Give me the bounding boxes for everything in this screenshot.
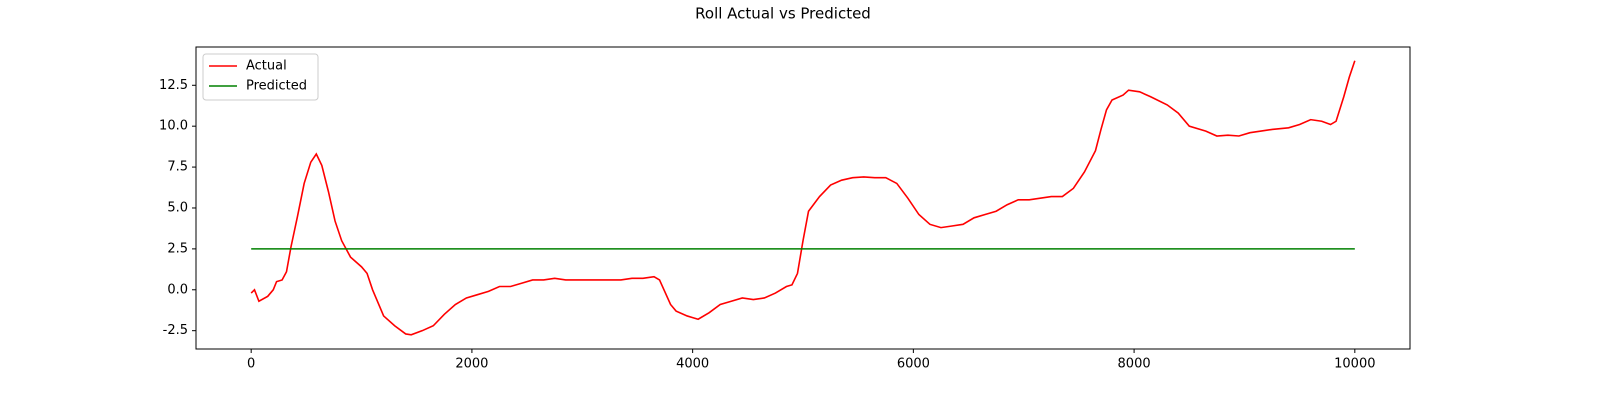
x-tick-label: 10000 — [1334, 357, 1375, 372]
chart-title: Roll Actual vs Predicted — [695, 5, 871, 23]
series-line — [250, 60, 1356, 336]
y-tick-label: 10.0 — [159, 119, 188, 134]
x-tick-label: 8000 — [1118, 357, 1151, 372]
y-tick-label: 7.5 — [167, 160, 188, 175]
x-tick-label: 4000 — [676, 357, 709, 372]
y-tick-label: 5.0 — [167, 200, 188, 215]
y-tick-label: -2.5 — [163, 323, 188, 338]
x-tick-label: 0 — [247, 357, 255, 372]
y-tick-label: 12.5 — [159, 78, 188, 93]
y-tick-label: 2.5 — [167, 241, 188, 256]
legend-label: Actual — [246, 59, 287, 74]
plot-frame — [195, 46, 1411, 350]
legend-label: Predicted — [246, 79, 307, 94]
x-tick-label: 6000 — [897, 357, 930, 372]
x-tick-label: 2000 — [455, 357, 488, 372]
y-tick-label: 0.0 — [167, 282, 188, 297]
